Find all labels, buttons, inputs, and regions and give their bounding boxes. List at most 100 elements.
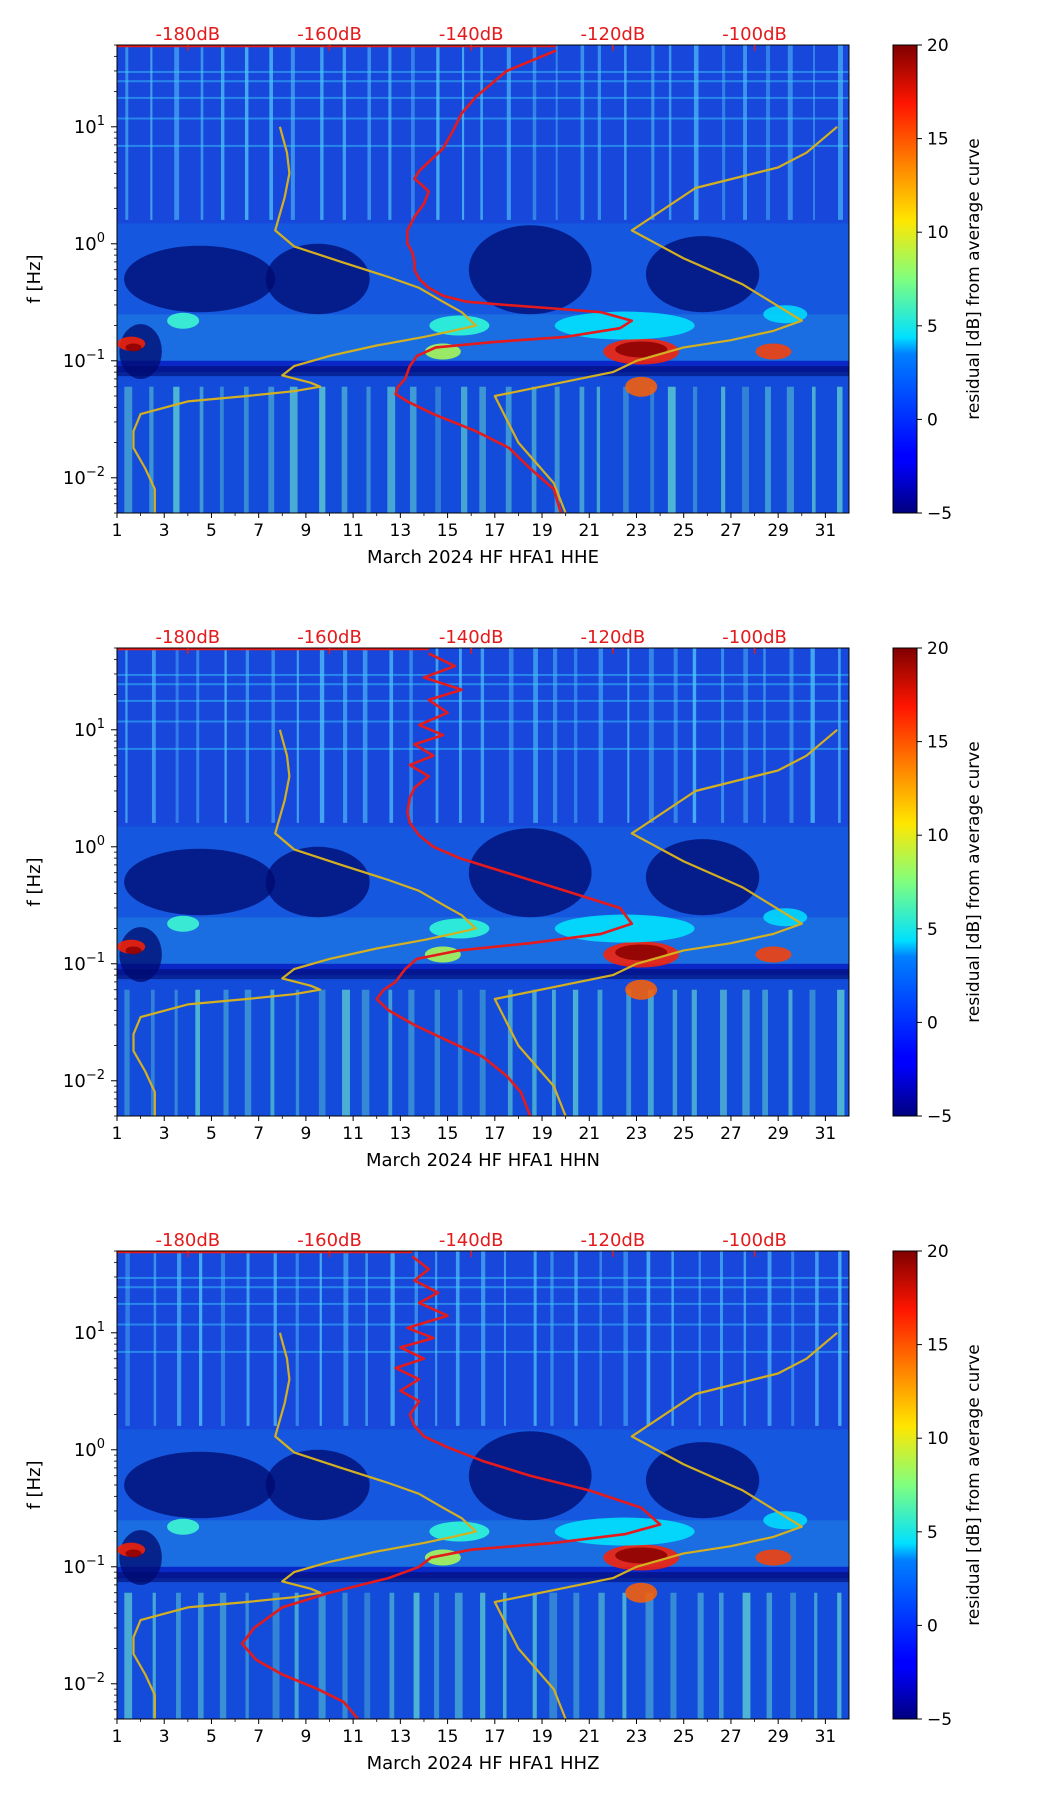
top-tick-label: -100dB [722,1230,787,1251]
x-tick-label: 27 [720,521,742,541]
heatmap-stripe [342,989,350,1116]
heatmap-stripe [597,989,603,1116]
heatmap-stripe [533,1251,537,1426]
colorbar-tick-label: 20 [927,1242,949,1262]
x-tick-label: 11 [342,1727,364,1747]
heatmap-stripe [837,1592,842,1719]
heatmap-stripe [411,45,415,220]
heatmap-stripe [294,1592,299,1719]
heatmap-stripe [648,648,654,823]
y-tick-base: 10 [74,117,97,138]
colorbar-tick-label: 5 [927,317,938,337]
heatmap-storm [763,305,808,324]
heatmap-storm [625,376,658,397]
top-tick-label: -120dB [581,627,646,648]
y-tick-exponent: 1 [97,717,105,732]
heatmap-stripe [342,1592,348,1719]
heatmap-stripe [837,989,845,1116]
heatmap-storm [167,312,200,329]
heatmap-stripe [174,45,180,220]
heatmap-stripe [219,1592,227,1719]
heatmap-stripe [698,1251,701,1426]
heatmap-stripe [668,45,672,220]
y-tick-label: 10−1 [63,1554,105,1578]
heatmap-stripe [367,45,372,220]
heatmap-stripe [343,648,348,823]
heatmap-stripe [219,386,224,513]
heatmap-stripe [719,1251,723,1426]
heatmap-stripe [763,648,766,823]
heatmap-stripe [177,1251,182,1426]
heatmap-stripe [506,45,511,220]
colorbar-label: residual [dB] from average curve [964,741,984,1022]
heatmap-stripe [295,1251,299,1426]
y-tick-exponent: −1 [86,951,105,966]
heatmap-streak [117,70,849,73]
heatmap-stripe [624,45,627,220]
heatmap-stripe [150,45,153,220]
heatmap-stripe [388,45,392,220]
heatmap-stripe [434,989,441,1116]
x-tick-label: 23 [626,1124,648,1144]
heatmap-stripe [574,1251,578,1426]
heatmap-storm [429,1521,490,1542]
colorbar-tick-label: 15 [927,733,949,753]
y-tick-exponent: −1 [86,1554,105,1569]
y-tick-exponent: −2 [86,1671,105,1686]
heatmap-stripe [361,989,370,1116]
top-tick-label: -100dB [722,24,787,45]
heatmap-storm [429,918,490,939]
heatmap-stripe [409,648,413,823]
x-tick-label: 13 [390,521,412,541]
y-tick-label: 101 [74,717,105,741]
heatmap-streak [117,1286,849,1289]
top-tick-label: -180dB [156,24,221,45]
heatmap-quiet-band [117,969,849,980]
y-axis-label: f [Hz] [24,1460,45,1509]
heatmap-stripe [743,648,749,823]
x-tick-label: 5 [206,1124,217,1144]
colorbar-tick-label: 5 [927,920,938,940]
heatmap-stripe [290,45,295,220]
heatmap-stripe [319,648,325,823]
colorbar-label: residual [dB] from average curve [964,1344,984,1625]
x-tick-label: 21 [578,521,600,541]
heatmap-stripe [720,989,727,1116]
y-axis-label: f [Hz] [24,254,45,303]
x-tick-label: 23 [626,1727,648,1747]
heatmap-storm [625,979,658,1000]
x-tick-label: 1 [112,521,123,541]
heatmap-stripe [742,1592,751,1719]
heatmap-stripe [721,648,725,823]
heatmap-stripe [458,648,462,823]
heatmap-stripe [289,386,298,513]
heatmap-storm [125,946,142,955]
heatmap-streak [117,80,849,83]
noise-model-curve [493,125,838,513]
heatmap-stripe [767,1251,772,1426]
y-tick-label: 10−2 [63,465,105,489]
x-tick-label: 13 [390,1727,412,1747]
heatmap-stripe [815,1251,819,1426]
heatmap-storm [615,341,668,358]
x-tick-label: 29 [767,1727,789,1747]
top-tick-label: -160dB [297,24,362,45]
heatmap-stripe [554,386,560,513]
heatmap-stripe [150,989,155,1116]
y-tick-base: 10 [63,1557,86,1578]
heatmap-stripe [555,45,558,220]
heatmap-stripe [623,386,629,513]
colorbar-tick-label: 20 [927,639,949,659]
heatmap-stripe [532,1592,537,1719]
x-tick-label: 15 [437,521,459,541]
heatmap-quiet-band [117,366,849,377]
heatmap-streak [117,144,849,147]
x-tick-label: 27 [720,1124,742,1144]
x-tick-label: 27 [720,1727,742,1747]
top-tick-label: -120dB [581,24,646,45]
x-tick-label: 15 [437,1727,459,1747]
heatmap-stripe [220,1251,226,1426]
heatmap-stripe [173,386,180,513]
